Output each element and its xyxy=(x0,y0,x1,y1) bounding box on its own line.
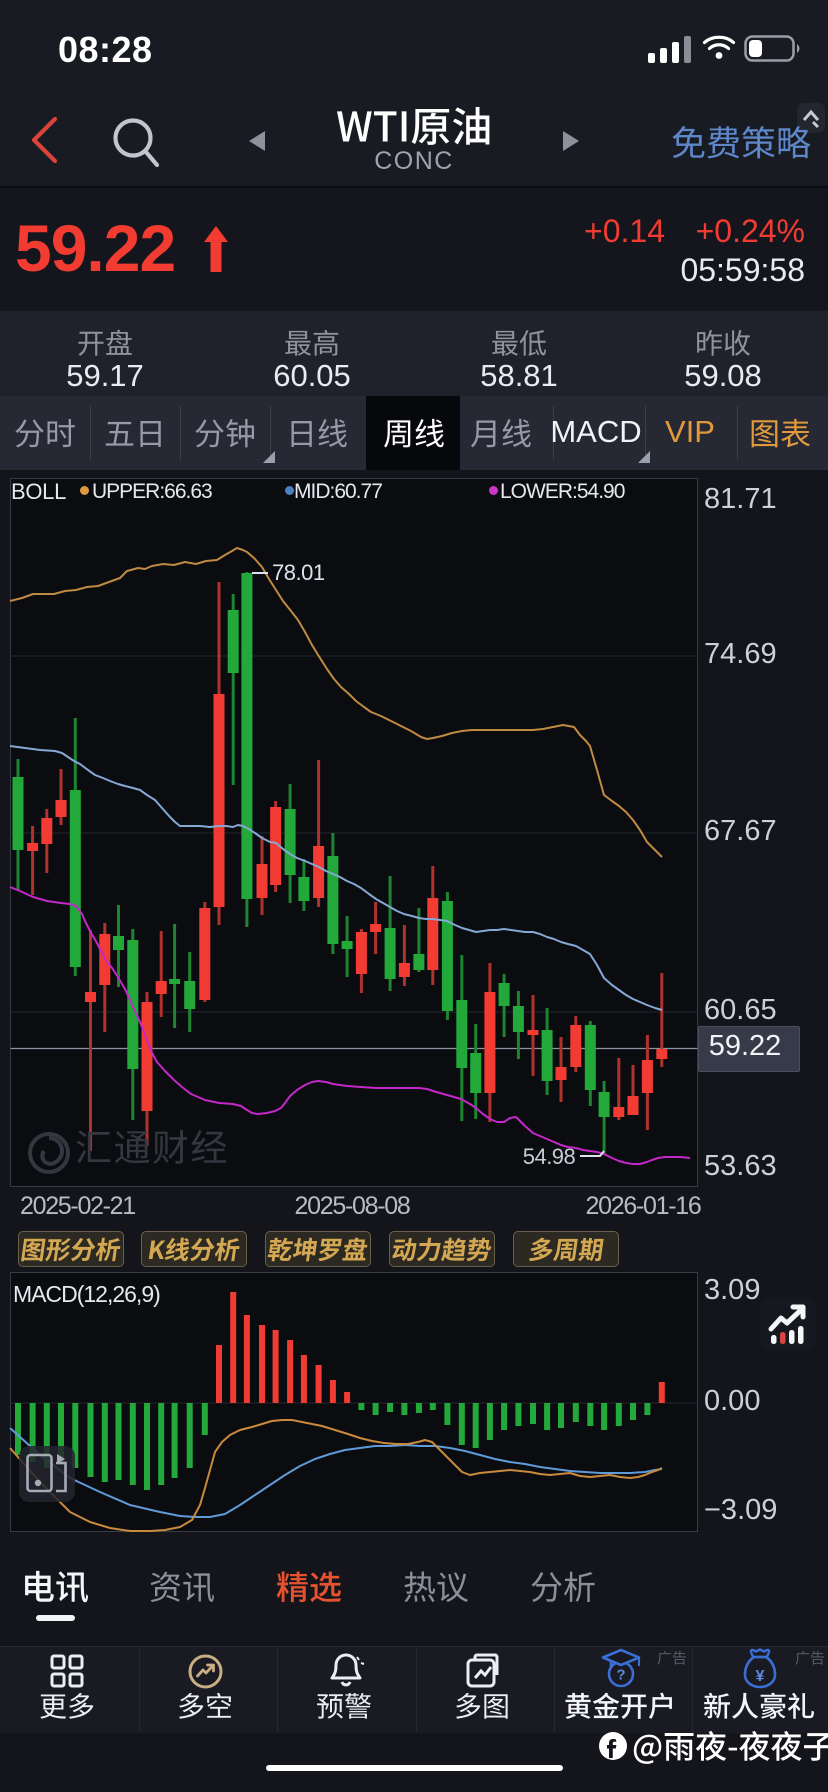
svg-text:¥: ¥ xyxy=(756,1668,765,1685)
svg-text:?: ? xyxy=(616,1667,625,1684)
